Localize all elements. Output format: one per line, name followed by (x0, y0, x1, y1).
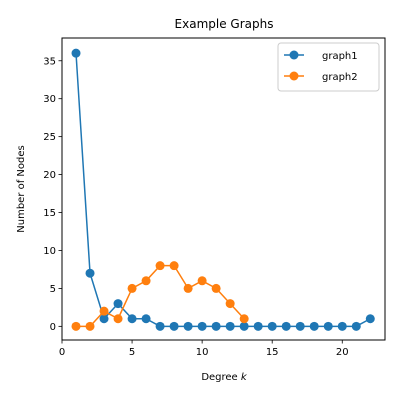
data-point-graph1 (183, 321, 193, 331)
legend-label-graph2: graph2 (322, 72, 358, 83)
axis-ticks: 0 5 10 15 20 0 5 10 15 20 25 30 35 (43, 56, 348, 358)
y-tick-label: 0 (50, 322, 56, 333)
x-tick-label: 15 (266, 347, 279, 358)
data-point-graph1 (337, 321, 347, 331)
x-axis-label: Degree k (201, 372, 248, 383)
data-point-graph1 (309, 321, 319, 331)
y-tick-label: 35 (43, 56, 56, 67)
data-point-graph1 (113, 299, 123, 309)
data-point-graph1 (127, 314, 137, 324)
data-point-graph1 (281, 321, 291, 331)
x-tick-label: 5 (129, 347, 135, 358)
data-point-graph2 (155, 261, 165, 271)
y-tick-label: 20 (43, 170, 56, 181)
legend-marker-graph2 (289, 71, 299, 81)
y-tick-label: 30 (43, 94, 56, 105)
series-line-graph1 (75, 53, 371, 328)
data-point-graph2 (85, 321, 95, 331)
y-tick-label: 25 (43, 132, 56, 143)
x-tick-label: 20 (336, 347, 349, 358)
data-point-graph2 (71, 321, 81, 331)
data-point-graph2 (197, 276, 207, 286)
data-point-graph1 (71, 48, 81, 58)
legend-marker-graph1 (289, 50, 299, 60)
data-point-graph2 (141, 276, 151, 286)
y-tick-label: 15 (43, 208, 56, 219)
data-point-graph1 (239, 321, 249, 331)
data-point-graph1 (155, 321, 165, 331)
data-point-graph2 (113, 314, 123, 324)
data-point-graph2 (99, 306, 109, 316)
data-point-graph1 (267, 321, 277, 331)
series-graph2 (71, 261, 249, 331)
data-point-graph1 (169, 321, 179, 331)
data-point-graph1 (225, 321, 235, 331)
data-point-graph1 (365, 314, 375, 324)
data-point-graph1 (351, 321, 361, 331)
plot-frame (61, 37, 386, 341)
y-tick-label: 10 (43, 246, 56, 257)
chart-title: Example Graphs (175, 17, 274, 31)
legend: graph1 graph2 (277, 42, 380, 92)
data-point-graph1 (141, 314, 151, 324)
data-point-graph1 (295, 321, 305, 331)
data-point-graph1 (211, 321, 221, 331)
data-point-graph2 (183, 283, 193, 293)
data-point-graph2 (169, 261, 179, 271)
data-point-graph1 (323, 321, 333, 331)
legend-label-graph1: graph1 (322, 51, 358, 62)
y-axis-label: Number of Nodes (16, 145, 27, 232)
data-point-graph2 (211, 283, 221, 293)
series-layer (71, 48, 375, 331)
data-point-graph1 (99, 314, 109, 324)
series-graph1 (71, 48, 375, 331)
y-tick-label: 5 (50, 284, 56, 295)
data-point-graph2 (239, 314, 249, 324)
x-axis-label-text: Degree (201, 372, 241, 383)
x-tick-label: 0 (59, 347, 65, 358)
data-point-graph1 (85, 268, 95, 278)
data-point-graph2 (127, 283, 137, 293)
data-point-graph2 (225, 299, 235, 309)
data-point-graph1 (253, 321, 263, 331)
x-tick-label: 10 (196, 347, 209, 358)
data-point-graph1 (197, 321, 207, 331)
x-axis-label-variable: k (241, 372, 248, 383)
